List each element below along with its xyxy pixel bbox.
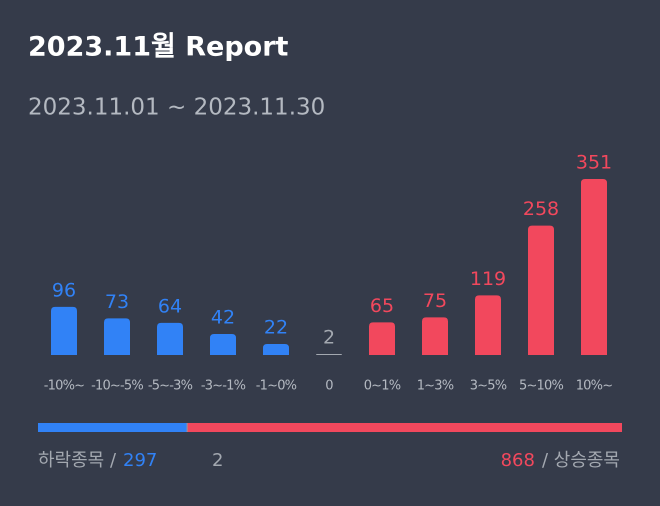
summary-segment (187, 423, 622, 432)
down-summary: 하락종목 / 297 (38, 450, 157, 471)
x-tick-label: 10%~ (576, 379, 613, 394)
bar (263, 343, 289, 355)
bar (210, 333, 236, 355)
flat-count: 2 (212, 450, 223, 471)
up-count: 868 (501, 450, 535, 471)
value-label: 2 (323, 326, 335, 348)
value-label: 258 (523, 198, 559, 220)
x-tick-label: 3~5% (470, 379, 507, 394)
value-label: 119 (470, 268, 506, 290)
up-label: / 상승종목 (542, 450, 620, 471)
bar (528, 225, 554, 355)
value-label: 96 (52, 279, 76, 301)
summary-segment (38, 423, 187, 432)
x-tick-label: -3~-1% (201, 379, 246, 394)
x-tick-label: -10~-5% (91, 379, 143, 394)
down-count: 297 (123, 450, 157, 471)
value-label: 65 (370, 295, 394, 317)
x-tick-label: -5~-3% (148, 379, 193, 394)
up-summary: 868 / 상승종목 (501, 450, 620, 471)
summary-segment (186, 423, 188, 432)
x-tick-label: 0~1% (364, 379, 401, 394)
bar (104, 318, 130, 355)
bar (581, 179, 607, 355)
x-tick-label: 1~3% (417, 379, 454, 394)
bar (475, 295, 501, 355)
value-label: 73 (105, 291, 129, 313)
x-tick-label: -10%~ (44, 379, 84, 394)
value-label: 64 (158, 295, 182, 317)
down-label: 하락종목 / (38, 450, 117, 471)
value-label: 22 (264, 316, 288, 338)
value-label: 75 (423, 290, 447, 312)
x-tick-label: -1~0% (256, 379, 297, 394)
bar (316, 353, 342, 355)
value-label: 351 (576, 152, 612, 174)
subtitle: 2023.11.01 ~ 2023.11.30 (28, 95, 325, 121)
x-tick-label: 5~10% (519, 379, 564, 394)
bar (51, 306, 77, 355)
bar (422, 317, 448, 355)
title: 2023.11월 Report (28, 32, 289, 63)
bar (157, 322, 183, 355)
x-tick-label: 0 (325, 379, 333, 394)
value-label: 42 (211, 306, 235, 328)
bar (369, 322, 395, 355)
